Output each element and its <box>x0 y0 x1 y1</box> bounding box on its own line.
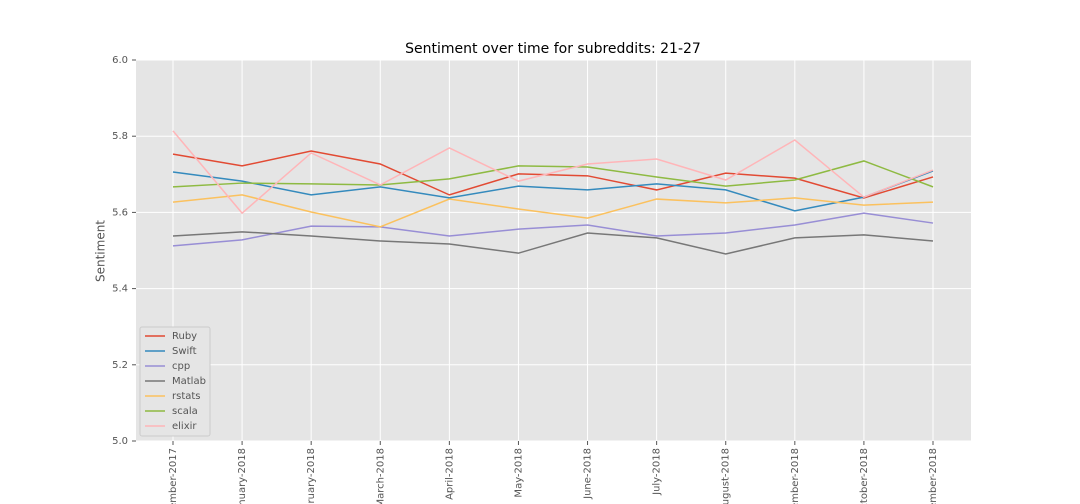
y-tick-label: 5.4 <box>112 284 128 295</box>
series-line <box>172 160 934 188</box>
series-line <box>172 130 934 215</box>
x-tick-label: July-2018 <box>652 448 663 496</box>
x-tick-label: October-2018 <box>859 448 870 504</box>
y-tick-label: 5.8 <box>112 131 128 142</box>
series-line <box>172 212 934 247</box>
y-tick-label: 5.6 <box>112 207 128 218</box>
legend-label: elixir <box>172 421 197 432</box>
y-tick-label: 6.0 <box>112 55 128 66</box>
x-tick-label: December-2017 <box>168 448 179 504</box>
chart-title: Sentiment over time for subreddits: 21-2… <box>405 41 701 57</box>
x-tick-label: January-2018 <box>237 448 248 504</box>
legend-box <box>139 326 211 437</box>
series-line <box>172 194 934 228</box>
legend: Ruby Swift cpp Matlab rstats scala elixir <box>139 326 211 437</box>
x-tick-label: September-2018 <box>790 448 801 504</box>
y-tick-label: 5.2 <box>112 360 128 371</box>
legend-label: rstats <box>172 391 201 402</box>
y-axis-label: Sentiment <box>94 220 108 282</box>
series-line <box>172 231 934 255</box>
legend-label: scala <box>172 406 198 417</box>
y-tick-label: 5.0 <box>112 436 128 447</box>
x-tick-label: April-2018 <box>444 448 455 500</box>
series-line <box>172 150 934 199</box>
series-line <box>172 170 934 212</box>
legend-label: Matlab <box>172 376 206 387</box>
x-tick-label: March-2018 <box>375 448 386 504</box>
legend-label: Swift <box>172 346 197 357</box>
x-tick-label: May-2018 <box>513 448 524 498</box>
legend-label: Ruby <box>172 331 197 342</box>
legend-label: cpp <box>172 361 190 372</box>
x-tick-label: November-2018 <box>928 448 939 504</box>
x-tick-label: February-2018 <box>306 448 317 504</box>
x-tick-label: June-2018 <box>583 448 594 500</box>
x-tick-label: August-2018 <box>721 448 732 504</box>
plot-area <box>136 60 971 441</box>
